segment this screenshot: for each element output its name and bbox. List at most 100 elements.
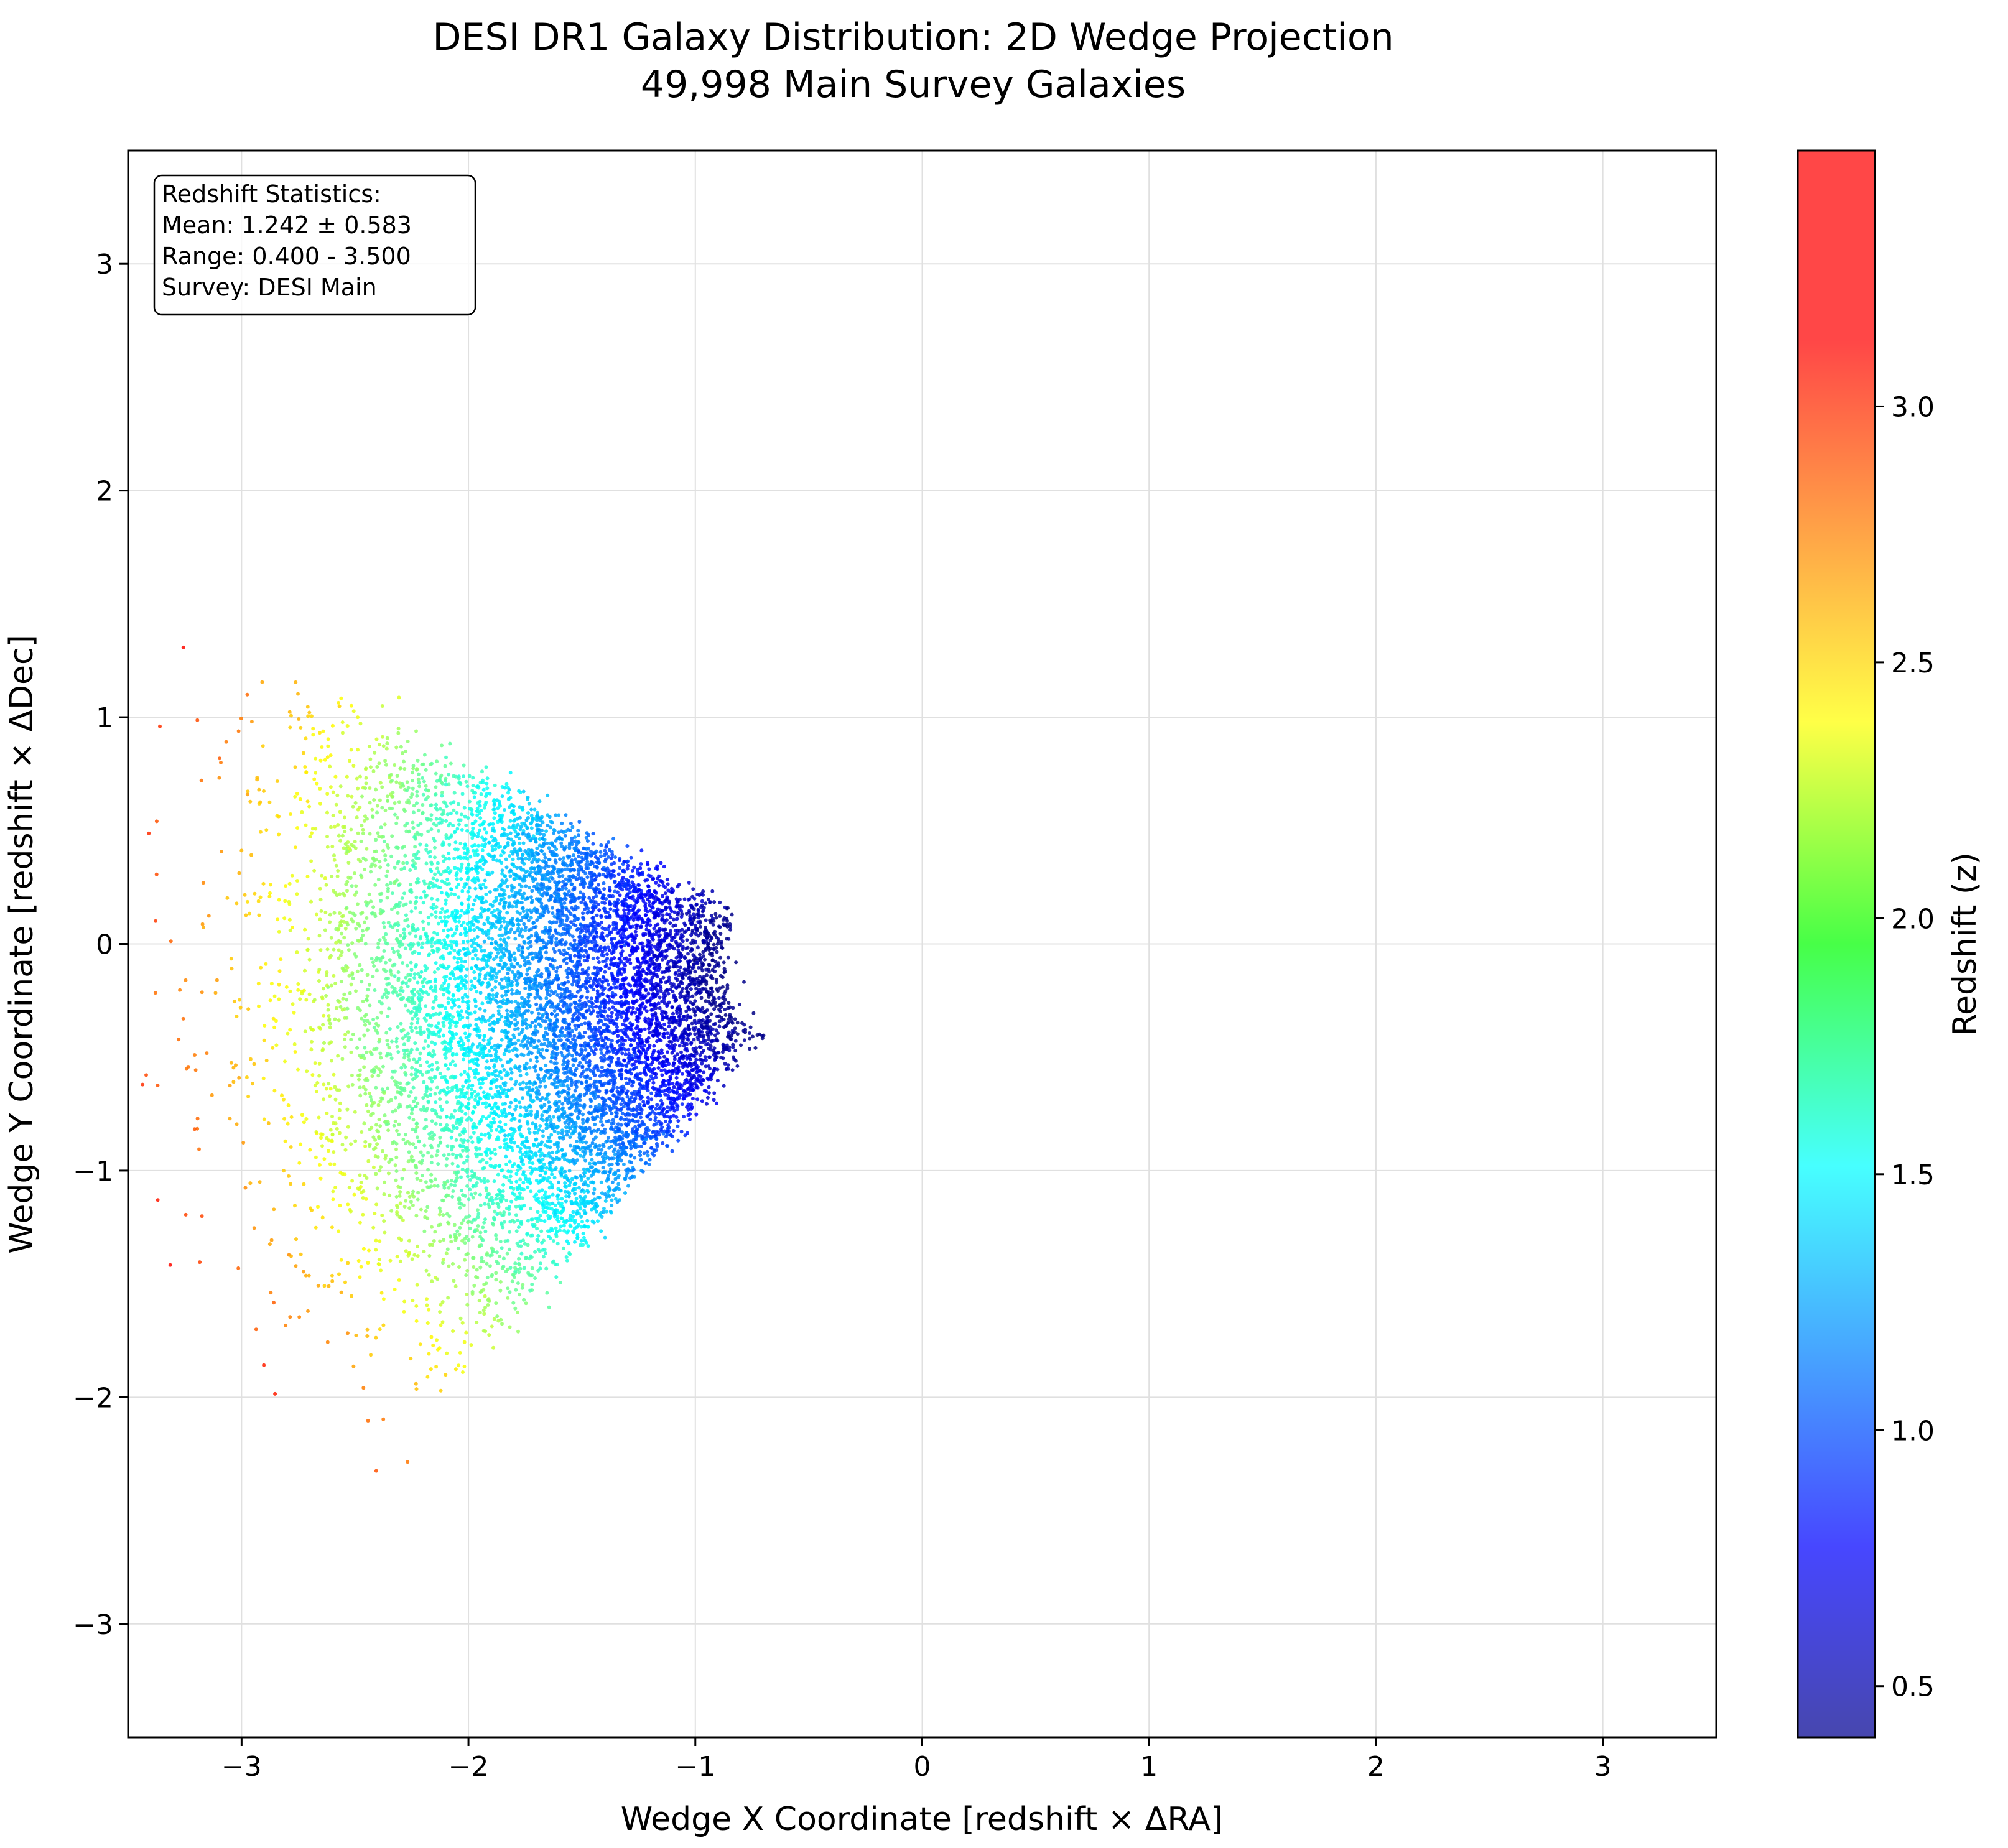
scatter-point <box>602 873 605 877</box>
scatter-point <box>301 751 305 755</box>
scatter-point <box>319 1136 323 1140</box>
scatter-point <box>435 759 439 764</box>
scatter-point <box>386 1171 391 1176</box>
scatter-point <box>282 1169 286 1173</box>
scatter-point <box>466 816 470 820</box>
scatter-point <box>402 809 407 813</box>
scatter-point <box>603 1127 607 1131</box>
scatter-point <box>365 1334 370 1338</box>
scatter-point <box>468 1226 472 1230</box>
scatter-point <box>597 960 601 964</box>
scatter-point <box>338 954 343 957</box>
scatter-point <box>647 1163 651 1166</box>
scatter-point <box>360 929 365 933</box>
scatter-point <box>343 1037 347 1041</box>
scatter-point <box>524 857 528 861</box>
scatter-point <box>246 1094 251 1098</box>
scatter-point <box>325 1340 330 1344</box>
scatter-point <box>638 1102 642 1107</box>
scatter-point <box>712 1007 717 1011</box>
scatter-point <box>416 808 421 812</box>
scatter-point <box>498 1189 502 1194</box>
scatter-point <box>595 857 600 860</box>
scatter-point <box>505 1251 509 1256</box>
scatter-point <box>518 1266 523 1271</box>
scatter-point <box>449 811 453 815</box>
scatter-point <box>297 717 301 721</box>
scatter-point <box>351 709 356 713</box>
scatter-point <box>547 879 552 883</box>
scatter-point <box>576 872 580 876</box>
scatter-point <box>455 877 459 881</box>
scatter-point <box>541 1158 545 1161</box>
scatter-point <box>564 961 569 965</box>
scatter-point <box>333 1097 338 1102</box>
scatter-point <box>676 912 680 917</box>
scatter-point <box>554 860 558 865</box>
scatter-point <box>465 1292 469 1296</box>
scatter-point <box>458 1122 462 1126</box>
scatter-point <box>716 1031 720 1035</box>
scatter-point <box>467 1214 472 1219</box>
scatter-point <box>659 1069 664 1073</box>
scatter-point <box>314 771 318 775</box>
scatter-point <box>692 896 697 901</box>
scatter-point <box>556 1108 560 1112</box>
scatter-point <box>359 1181 363 1184</box>
scatter-point <box>462 1340 467 1344</box>
scatter-point <box>405 861 409 865</box>
scatter-point <box>563 1169 567 1174</box>
scatter-point <box>562 901 567 905</box>
scatter-point <box>460 901 464 906</box>
scatter-point <box>614 885 618 889</box>
scatter-point <box>669 1133 673 1137</box>
scatter-point <box>434 771 438 776</box>
scatter-point <box>401 861 406 865</box>
scatter-point <box>699 996 704 1000</box>
scatter-point <box>374 1335 378 1340</box>
scatter-point <box>446 996 450 1001</box>
scatter-point <box>581 1232 585 1236</box>
scatter-point <box>358 1068 362 1072</box>
scatter-point <box>593 1026 597 1029</box>
scatter-point <box>433 1177 437 1182</box>
scatter-point <box>416 772 421 776</box>
scatter-point <box>324 883 328 887</box>
scatter-point <box>390 834 394 838</box>
scatter-point <box>411 1298 415 1302</box>
scatter-point <box>510 1279 514 1284</box>
scatter-point <box>402 1052 407 1056</box>
scatter-point <box>543 1251 547 1255</box>
scatter-point <box>509 1077 513 1081</box>
scatter-point <box>272 1089 277 1093</box>
scatter-point <box>495 1250 499 1255</box>
scatter-point <box>413 1041 417 1046</box>
scatter-point <box>518 815 522 820</box>
scatter-point <box>389 1056 394 1061</box>
scatter-point <box>471 826 475 830</box>
scatter-point <box>381 744 386 748</box>
scatter-point <box>376 942 381 945</box>
scatter-point <box>317 1061 322 1066</box>
scatter-point <box>447 1264 451 1268</box>
scatter-point <box>510 970 514 974</box>
scatter-point <box>542 1219 547 1223</box>
scatter-point <box>282 1117 287 1121</box>
scatter-point <box>401 1138 406 1141</box>
scatter-point <box>583 1170 588 1174</box>
scatter-point <box>366 1419 370 1423</box>
scatter-point <box>611 1049 615 1053</box>
scatter-point <box>369 1353 373 1357</box>
scatter-point <box>710 998 715 1003</box>
scatter-point <box>619 1158 623 1163</box>
scatter-point <box>345 774 349 779</box>
scatter-point <box>552 1061 557 1066</box>
scatter-point <box>277 898 281 902</box>
scatter-point <box>421 1153 425 1158</box>
scatter-point <box>310 1073 315 1077</box>
scatter-point <box>520 1286 524 1290</box>
scatter-point <box>583 944 588 948</box>
scatter-point <box>541 859 545 863</box>
scatter-point <box>574 1027 579 1031</box>
scatter-point <box>600 1191 604 1196</box>
